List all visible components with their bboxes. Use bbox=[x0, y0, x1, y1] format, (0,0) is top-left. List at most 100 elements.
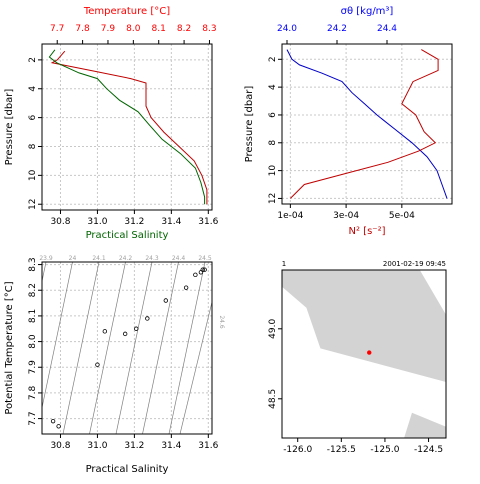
p3-density-contour bbox=[142, 262, 179, 434]
p1-temperature-tick-label: 8.3 bbox=[202, 24, 216, 34]
p3-density-contour-label: 24.5 bbox=[198, 255, 212, 262]
p3-data-point bbox=[145, 316, 150, 321]
p3-data-point bbox=[122, 331, 128, 337]
p3-density-contour-label: 24.2 bbox=[119, 255, 133, 262]
p3-x-axis-label: Practical Salinity bbox=[86, 464, 169, 475]
p2-n2-tick-label: 1e-04 bbox=[277, 211, 303, 221]
p1-temperature-line bbox=[50, 50, 208, 205]
p2-frame bbox=[281, 43, 453, 205]
panel-ts-diagram: 23.9 24 24.1 24.2 24.3 24.4 24.524.6 30.8 31.0 3… bbox=[4, 255, 225, 475]
p3-data-point bbox=[95, 362, 100, 367]
p2-sigma-tick-label: 24.2 bbox=[327, 24, 347, 34]
p1-temperature-tick-label: 7.8 bbox=[75, 24, 90, 34]
p3-y-tick-label: 7.7 bbox=[28, 411, 38, 425]
p4-longitude-axis: -126.0 -125.5 -125.0 -124.5 bbox=[283, 438, 443, 455]
p1-y-tick-label: 2 bbox=[28, 57, 38, 63]
p1-y-tick-label: 12 bbox=[28, 198, 38, 209]
p3-y-tick-label: 7.9 bbox=[28, 360, 38, 375]
p4-latitude-tick-label: 48.5 bbox=[268, 389, 278, 409]
p3-x-axis: 30.8 31.0 31.2 31.4 31.6 bbox=[50, 434, 219, 451]
p2-y-axis: 2 4 6 8 10 12 bbox=[268, 56, 282, 204]
p1-salinity-axis-label: Practical Salinity bbox=[86, 230, 169, 241]
p2-y-tick-label: 12 bbox=[268, 193, 278, 204]
p4-longitude-tick-label: -126.0 bbox=[283, 445, 312, 455]
p3-density-contour-labels: 23.9 24 24.1 24.2 24.3 24.4 24.5 24.6 bbox=[39, 255, 225, 329]
p3-data-point bbox=[193, 272, 198, 278]
p4-coastline bbox=[282, 270, 446, 438]
p3-density-contour-label: 24.1 bbox=[92, 255, 106, 262]
p3-frame bbox=[41, 261, 213, 435]
p3-density-contour-label: 24.6 bbox=[218, 315, 225, 329]
p3-density-contour-label: 23.9 bbox=[39, 255, 53, 262]
p3-points bbox=[50, 267, 207, 429]
p4-longitude-tick-label: -125.0 bbox=[370, 445, 399, 455]
p3-x-tick-label: 31.4 bbox=[161, 441, 181, 451]
p1-salinity-tick-label: 31.4 bbox=[161, 217, 181, 227]
p2-y-tick-label: 2 bbox=[268, 56, 278, 62]
p3-y-tick-label: 7.8 bbox=[28, 386, 38, 401]
p3-density-contour bbox=[89, 262, 126, 434]
p2-sigma-axis-label: σθ [kg/m³] bbox=[341, 6, 394, 17]
p4-station-marker bbox=[367, 350, 372, 355]
p2-sigma-tick-label: 24.0 bbox=[277, 24, 297, 34]
p3-x-tick-label: 30.8 bbox=[50, 441, 70, 451]
p3-density-contour bbox=[62, 262, 100, 434]
p2-sigma-theta-line bbox=[286, 49, 448, 199]
p3-density-contours bbox=[42, 262, 212, 434]
panel-station-map: -126.0 -125.5 -125.0 -124.5 48.5 49.0 1 2001… bbox=[268, 260, 447, 455]
p2-y-tick-label: 6 bbox=[268, 112, 278, 118]
p1-y-tick-label: 6 bbox=[28, 114, 38, 120]
p2-grid bbox=[282, 44, 452, 204]
p3-density-contour-label: 24 bbox=[69, 255, 77, 262]
p1-temperature-tick-label: 8.0 bbox=[126, 24, 141, 34]
p4-latitude-tick-label: 49.0 bbox=[268, 319, 278, 339]
p1-salinity-tick-label: 31.0 bbox=[87, 217, 107, 227]
p1-pressure-axis-label: Pressure [dbar] bbox=[4, 89, 15, 166]
p2-y-tick-label: 8 bbox=[268, 140, 278, 146]
p3-x-tick-label: 31.6 bbox=[198, 441, 218, 451]
p4-frame bbox=[281, 269, 447, 439]
p2-n2-tick-label: 5e-04 bbox=[389, 211, 415, 221]
p1-y-axis: 2 4 6 8 10 12 bbox=[28, 57, 42, 210]
p3-y-axis: 7.7 7.8 7.9 8.0 8.1 8.2 8.3 bbox=[28, 257, 42, 426]
p4-land-polygon bbox=[282, 270, 446, 382]
p1-temperature-axis: 7.7 7.8 7.9 8.0 8.1 8.2 8.3 bbox=[50, 24, 217, 44]
p4-station-point bbox=[367, 350, 372, 355]
p2-sigma-tick-label: 24.4 bbox=[377, 24, 397, 34]
p3-data-point bbox=[183, 285, 189, 290]
p2-n2-tick-label: 3e-04 bbox=[333, 211, 359, 221]
p3-data-point bbox=[202, 267, 207, 272]
p2-N2-line bbox=[290, 49, 439, 199]
p3-y-tick-label: 8.3 bbox=[28, 257, 38, 271]
panel-profile-density: 2 4 6 8 10 12 24.0 24.2 24.4 1e-04 3e-04 5e-04 σθ… bbox=[244, 6, 453, 237]
p3-y-tick-label: 8.1 bbox=[28, 309, 38, 323]
p3-density-contour bbox=[168, 262, 206, 434]
p1-y-tick-label: 10 bbox=[28, 169, 38, 181]
p3-data-point bbox=[50, 418, 56, 424]
p1-temperature-tick-label: 8.2 bbox=[177, 24, 191, 34]
p1-temperature-tick-label: 8.1 bbox=[152, 24, 166, 34]
p4-latitude-axis: 48.5 49.0 bbox=[268, 319, 282, 409]
p1-salinity-tick-label: 31.6 bbox=[198, 217, 218, 227]
p3-data-point bbox=[134, 326, 139, 331]
p1-temperature-tick-label: 7.9 bbox=[101, 24, 116, 34]
p3-data-point bbox=[200, 267, 205, 272]
p2-n2-axis: 1e-04 3e-04 5e-04 bbox=[277, 204, 415, 221]
p3-data-point bbox=[56, 424, 61, 429]
p3-y-tick-label: 8.2 bbox=[28, 283, 38, 297]
p1-salinity-axis: 30.8 31.0 31.2 31.4 31.6 bbox=[50, 210, 219, 227]
p4-corner-label: 1 bbox=[282, 260, 286, 268]
p3-data-point bbox=[163, 298, 169, 303]
p3-data-point bbox=[102, 329, 108, 334]
p4-timestamp: 2001-02-19 09:45 bbox=[383, 260, 446, 268]
p3-density-contour bbox=[115, 262, 153, 434]
p1-salinity-tick-label: 30.8 bbox=[50, 217, 70, 227]
p1-temperature-axis-label: Temperature [°C] bbox=[83, 6, 170, 17]
p1-y-tick-label: 4 bbox=[28, 86, 38, 92]
p2-n2-axis-label: N² [s⁻²] bbox=[349, 226, 386, 237]
p1-temperature-tick-label: 7.7 bbox=[50, 24, 64, 34]
p3-x-tick-label: 31.0 bbox=[87, 441, 107, 451]
p2-y-tick-label: 10 bbox=[268, 165, 278, 177]
